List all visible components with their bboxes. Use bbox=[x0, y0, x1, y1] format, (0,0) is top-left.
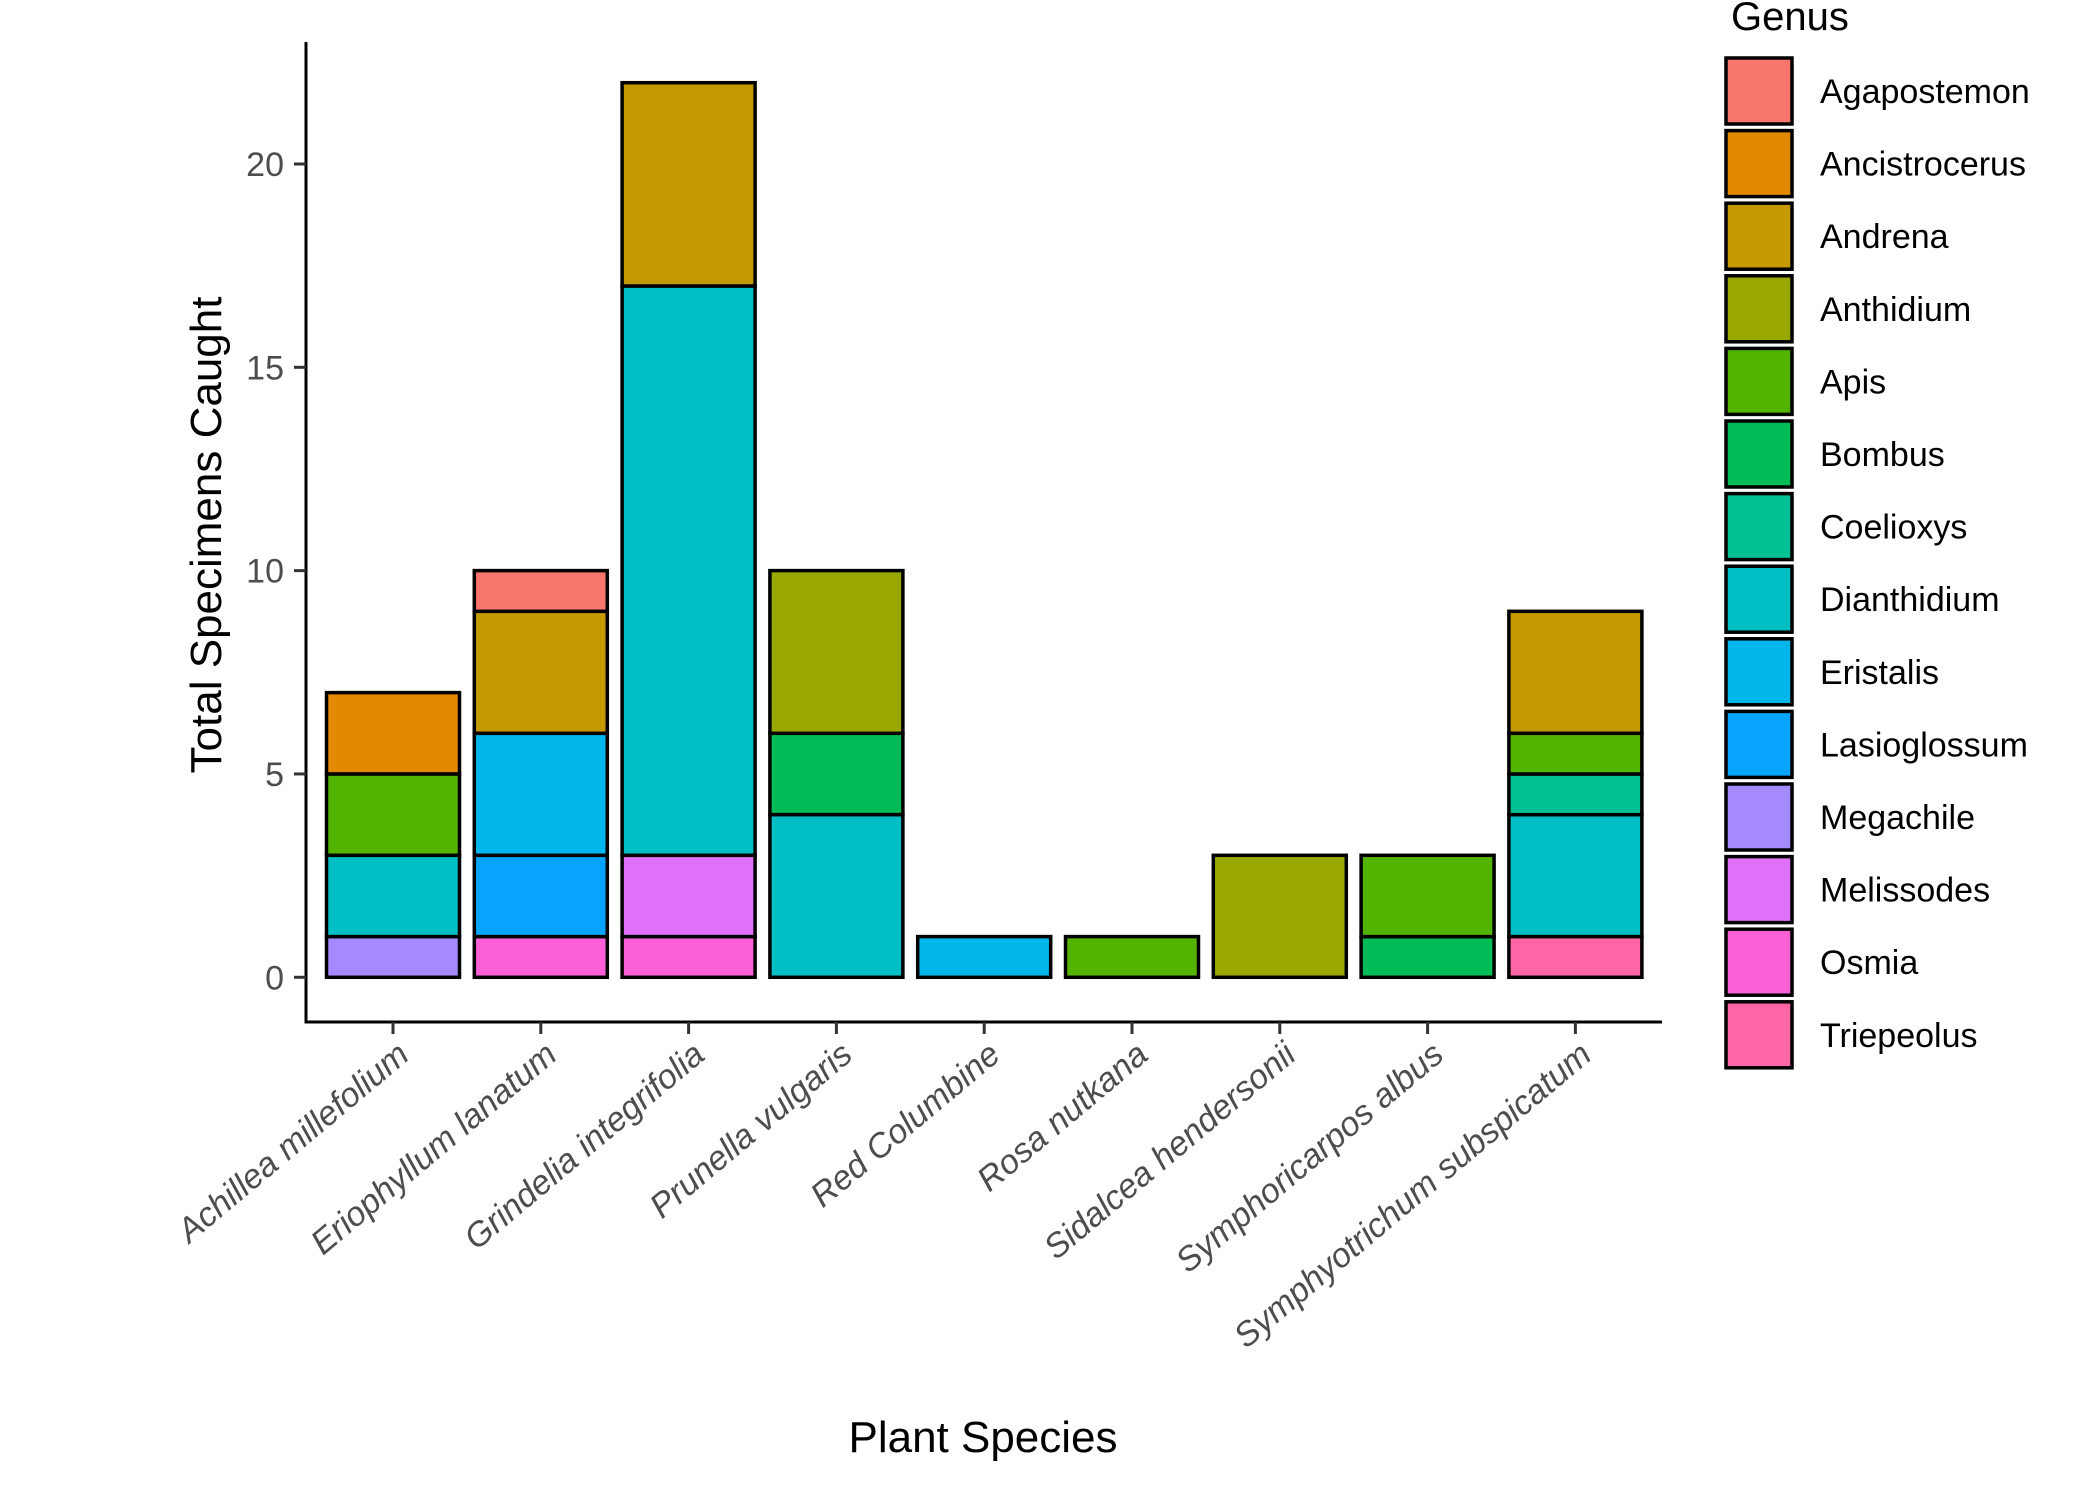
bar-segment bbox=[472, 731, 610, 858]
legend-key bbox=[1724, 128, 1794, 199]
bar-segment bbox=[1507, 934, 1644, 980]
legend-label: Eristalis bbox=[1820, 654, 1939, 692]
legend-key bbox=[1724, 1000, 1794, 1070]
bar-segment bbox=[768, 568, 905, 736]
y-tick-label: 20 bbox=[246, 146, 284, 184]
legend-key bbox=[1724, 274, 1794, 344]
y-tick-label: 0 bbox=[265, 959, 284, 997]
y-axis-title: Total Specimens Caught bbox=[182, 297, 231, 774]
bar-segment bbox=[620, 284, 757, 858]
legend-label: Coelioxys bbox=[1820, 509, 1967, 547]
legend-label: Agapostemon bbox=[1820, 73, 2030, 111]
x-tick-label: Sidalcea hendersonii bbox=[1037, 1034, 1304, 1267]
x-axis-title: Plant Species bbox=[848, 1413, 1117, 1462]
legend-label: Megachile bbox=[1820, 799, 1975, 837]
legend-label: Bombus bbox=[1820, 436, 1945, 474]
bar-segment bbox=[324, 934, 462, 980]
bar-segment bbox=[1063, 934, 1201, 980]
legend-label: Osmia bbox=[1820, 944, 1918, 982]
legend-key bbox=[1724, 782, 1794, 852]
legend-label: Lasioglossum bbox=[1820, 726, 2028, 764]
bar-segment bbox=[324, 772, 462, 858]
bar-segment bbox=[324, 853, 462, 939]
legend-label: Ancistrocerus bbox=[1820, 146, 2026, 184]
legend-label: Andrena bbox=[1820, 218, 1949, 256]
legend-key bbox=[1724, 637, 1794, 707]
bar-segment bbox=[1211, 853, 1349, 980]
bar-segment bbox=[1507, 772, 1644, 817]
legend: Genus Agapostemon Ancistrocerus Andrena Ant… bbox=[1724, 0, 2030, 1070]
legend-key bbox=[1724, 709, 1794, 780]
bar-segment bbox=[1507, 812, 1644, 939]
legend-label: Anthidium bbox=[1820, 291, 1971, 329]
bar-segment bbox=[1359, 934, 1496, 980]
bar-segment bbox=[620, 934, 757, 980]
legend-label: Melissodes bbox=[1820, 872, 1990, 910]
y-tick-label: 10 bbox=[246, 553, 284, 591]
y-tick-label: 5 bbox=[265, 756, 284, 794]
x-tick-label: Eriophyllum lanatum bbox=[304, 1035, 564, 1262]
legend-key bbox=[1724, 56, 1794, 126]
bars-layer bbox=[324, 80, 1644, 980]
legend-key bbox=[1724, 854, 1794, 925]
bar-segment bbox=[1507, 609, 1644, 736]
bar-segment bbox=[915, 934, 1053, 980]
legend-label: Apis bbox=[1820, 363, 1886, 401]
legend-label: Triepeolus bbox=[1820, 1017, 1977, 1055]
bar-segment bbox=[620, 80, 757, 288]
bar-segment bbox=[1507, 731, 1644, 776]
legend-title: Genus bbox=[1731, 0, 1849, 39]
bar-segment bbox=[768, 812, 905, 980]
legend-key bbox=[1724, 927, 1794, 997]
bar-segment bbox=[620, 853, 757, 939]
legend-label: Dianthidium bbox=[1820, 581, 2000, 619]
bar-segment bbox=[472, 609, 610, 736]
bar-segment bbox=[472, 853, 610, 939]
legend-key bbox=[1724, 346, 1794, 417]
x-tick-label: Grindelia integrifolia bbox=[457, 1035, 712, 1257]
legend-key bbox=[1724, 419, 1794, 489]
legend-key bbox=[1724, 491, 1794, 562]
bar-segment bbox=[324, 690, 462, 776]
bar-segment bbox=[472, 934, 610, 980]
y-tick-label: 15 bbox=[246, 349, 284, 387]
bar-segment bbox=[1359, 853, 1496, 939]
legend-key bbox=[1724, 201, 1794, 271]
bar-segment bbox=[472, 568, 610, 614]
legend-key bbox=[1724, 564, 1794, 634]
bar-segment bbox=[768, 731, 905, 817]
x-tick-label: Symphoricarpos albus bbox=[1169, 1035, 1451, 1280]
